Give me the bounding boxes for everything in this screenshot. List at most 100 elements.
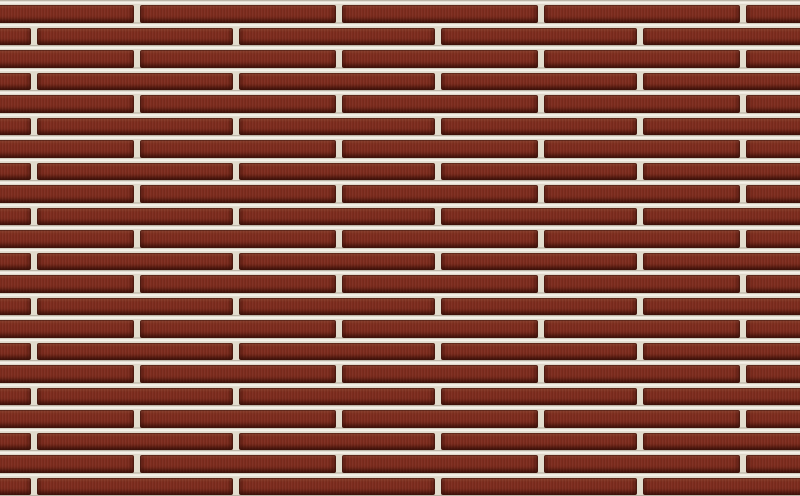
brick xyxy=(746,5,800,23)
brick xyxy=(441,342,637,360)
brick xyxy=(0,72,31,90)
brick xyxy=(746,365,800,383)
brick xyxy=(342,275,538,293)
brick xyxy=(544,140,740,158)
brick xyxy=(37,432,233,450)
brick xyxy=(37,342,233,360)
brick xyxy=(746,50,800,68)
brick xyxy=(643,432,800,450)
brick xyxy=(140,230,336,248)
brick xyxy=(746,95,800,113)
brick xyxy=(37,387,233,405)
brick xyxy=(746,275,800,293)
brick xyxy=(441,162,637,180)
brick xyxy=(342,230,538,248)
brick xyxy=(342,365,538,383)
brick xyxy=(441,477,637,495)
brick xyxy=(0,207,31,225)
brick xyxy=(0,410,134,428)
brick xyxy=(441,117,637,135)
brick xyxy=(140,275,336,293)
brick xyxy=(140,5,336,23)
brick xyxy=(0,50,134,68)
brick xyxy=(544,95,740,113)
brick xyxy=(0,387,31,405)
brick xyxy=(746,320,800,338)
brick xyxy=(140,95,336,113)
brick xyxy=(643,162,800,180)
brick xyxy=(37,252,233,270)
brick xyxy=(0,27,31,45)
brick xyxy=(239,72,435,90)
brick xyxy=(0,185,134,203)
brick xyxy=(0,365,134,383)
brick xyxy=(544,410,740,428)
brick xyxy=(643,207,800,225)
brick xyxy=(37,297,233,315)
brick xyxy=(0,230,134,248)
brick xyxy=(140,50,336,68)
brick xyxy=(140,365,336,383)
brick xyxy=(746,410,800,428)
brick xyxy=(0,297,31,315)
brick xyxy=(239,477,435,495)
brick xyxy=(0,477,31,495)
brick xyxy=(37,162,233,180)
brick xyxy=(140,140,336,158)
brick xyxy=(239,117,435,135)
brick xyxy=(342,5,538,23)
brick xyxy=(37,117,233,135)
brick xyxy=(441,297,637,315)
brick xyxy=(37,477,233,495)
brick xyxy=(140,455,336,473)
brick xyxy=(239,207,435,225)
brick xyxy=(0,117,31,135)
brick xyxy=(746,140,800,158)
brick xyxy=(0,455,134,473)
brick xyxy=(0,275,134,293)
brick xyxy=(140,185,336,203)
brick xyxy=(239,162,435,180)
brick xyxy=(0,95,134,113)
brick xyxy=(0,162,31,180)
brick xyxy=(37,207,233,225)
brick xyxy=(0,432,31,450)
brick xyxy=(643,297,800,315)
brick xyxy=(746,230,800,248)
brick xyxy=(239,387,435,405)
brick xyxy=(0,5,134,23)
brick xyxy=(643,342,800,360)
brick xyxy=(746,455,800,473)
brick xyxy=(544,365,740,383)
brick xyxy=(342,455,538,473)
brick xyxy=(544,275,740,293)
brick xyxy=(643,27,800,45)
brick xyxy=(239,252,435,270)
brick xyxy=(544,230,740,248)
brick xyxy=(0,320,134,338)
brick xyxy=(441,252,637,270)
brick xyxy=(441,72,637,90)
brick xyxy=(643,72,800,90)
brick xyxy=(441,27,637,45)
brick xyxy=(342,320,538,338)
brick xyxy=(342,410,538,428)
brick xyxy=(441,432,637,450)
brick xyxy=(544,455,740,473)
brick xyxy=(0,252,31,270)
brick xyxy=(140,320,336,338)
brick xyxy=(441,387,637,405)
brick xyxy=(544,50,740,68)
brick xyxy=(342,140,538,158)
brick xyxy=(0,342,31,360)
brick xyxy=(239,297,435,315)
brick xyxy=(746,185,800,203)
brick xyxy=(643,387,800,405)
brick xyxy=(239,342,435,360)
brick xyxy=(544,185,740,203)
brick xyxy=(0,140,134,158)
brick xyxy=(643,252,800,270)
brick xyxy=(239,432,435,450)
brick xyxy=(239,27,435,45)
